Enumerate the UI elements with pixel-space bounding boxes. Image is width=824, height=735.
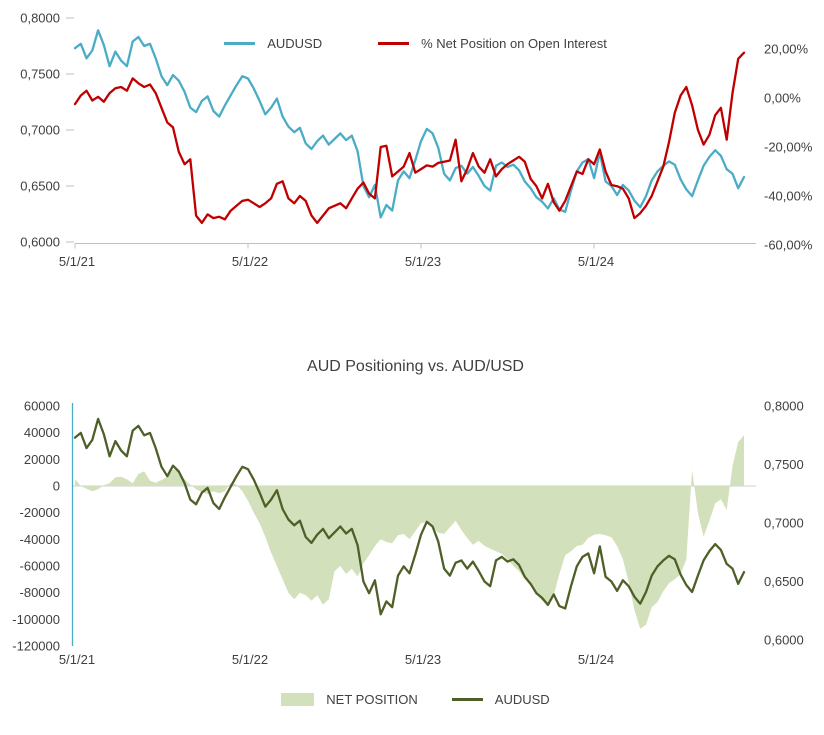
- x-axis-tick-label: 5/1/23: [405, 652, 441, 667]
- audusd-vs-pct-net-position-chart: 0,8000 0,7500 0,7000 0,6500 0,6000 20,00% 0,00…: [20, 11, 813, 270]
- x-axis-tick-label: 5/1/24: [578, 652, 614, 667]
- bottom-chart-legend: NET POSITION AUDUSD: [75, 692, 756, 707]
- audusd-legend-label: AUDUSD: [267, 36, 323, 51]
- pct-net-position-legend-line-swatch: [378, 42, 410, 45]
- left-axis-tick-label: 20000: [24, 452, 60, 467]
- x-axis-tick-label: 5/1/24: [578, 254, 614, 269]
- x-axis-tick-label: 5/1/22: [232, 254, 268, 269]
- x-axis-tick-label: 5/1/21: [59, 652, 95, 667]
- right-axis-tick-label: 0,8000: [764, 399, 804, 414]
- left-axis-tick-label: 0,8000: [20, 11, 60, 26]
- left-axis-tick-label: 0,7500: [20, 67, 60, 82]
- left-axis-tick-label: 40000: [24, 425, 60, 440]
- pct-net-position-legend-label: % Net Position on Open Interest: [421, 36, 607, 51]
- right-axis-tick-label: 0,00%: [764, 91, 801, 106]
- legend-item-audusd-bottom: AUDUSD: [451, 692, 550, 707]
- left-axis-tick-label: -60000: [20, 559, 60, 574]
- net-position-area: [75, 435, 744, 629]
- right-axis-tick-label: 20,00%: [764, 42, 809, 57]
- legend-item-pct-net-position: % Net Position on Open Interest: [378, 36, 607, 51]
- left-axis-tick-label: -80000: [20, 585, 60, 600]
- audusd-legend-line-swatch-bottom: [451, 698, 483, 701]
- x-axis-tick-label: 5/1/23: [405, 254, 441, 269]
- audusd-legend-line-swatch: [224, 42, 256, 45]
- legend-item-audusd: AUDUSD: [224, 36, 322, 51]
- left-axis-tick-label: -120000: [12, 639, 60, 654]
- right-axis-tick-label: 0,7500: [764, 457, 804, 472]
- right-axis-tick-label: -40,00%: [764, 189, 813, 204]
- net-position-legend-swatch: [281, 693, 315, 706]
- audusd-line: [73, 417, 746, 616]
- x-axis-tick-label: 5/1/22: [232, 652, 268, 667]
- right-axis-tick-label: 0,6500: [764, 574, 804, 589]
- left-axis-tick-label: 60000: [24, 399, 60, 414]
- net-position-legend-label: NET POSITION: [326, 692, 418, 707]
- left-axis-tick-label: 0,6000: [20, 235, 60, 250]
- aud-positioning-vs-audusd-chart: 60000 40000 20000 0 -20000 -40000 -60000 -80000…: [12, 399, 804, 668]
- top-chart-legend: AUDUSD % Net Position on Open Interest: [75, 36, 756, 51]
- net-position-on-open-interest-line: [73, 51, 746, 225]
- x-axis-tick-label: 5/1/21: [59, 254, 95, 269]
- left-axis-tick-label: -40000: [20, 532, 60, 547]
- right-axis-tick-label: 0,7000: [764, 516, 804, 531]
- left-axis-tick-label: 0: [53, 479, 60, 494]
- right-axis-tick-label: 0,6000: [764, 633, 804, 648]
- audusd-bottom-legend-label: AUDUSD: [494, 692, 550, 707]
- right-axis-tick-label: -20,00%: [764, 140, 813, 155]
- left-axis-tick-label: 0,7000: [20, 123, 60, 138]
- bottom-chart-title: AUD Positioning vs. AUD/USD: [307, 358, 524, 375]
- left-axis-tick-label: 0,6500: [20, 179, 60, 194]
- right-axis-tick-label: -60,00%: [764, 238, 813, 253]
- audusd-line: [73, 29, 746, 219]
- legend-item-net-position: NET POSITION: [281, 692, 418, 707]
- left-axis-tick-label: -20000: [20, 505, 60, 520]
- left-axis-tick-label: -100000: [12, 612, 60, 627]
